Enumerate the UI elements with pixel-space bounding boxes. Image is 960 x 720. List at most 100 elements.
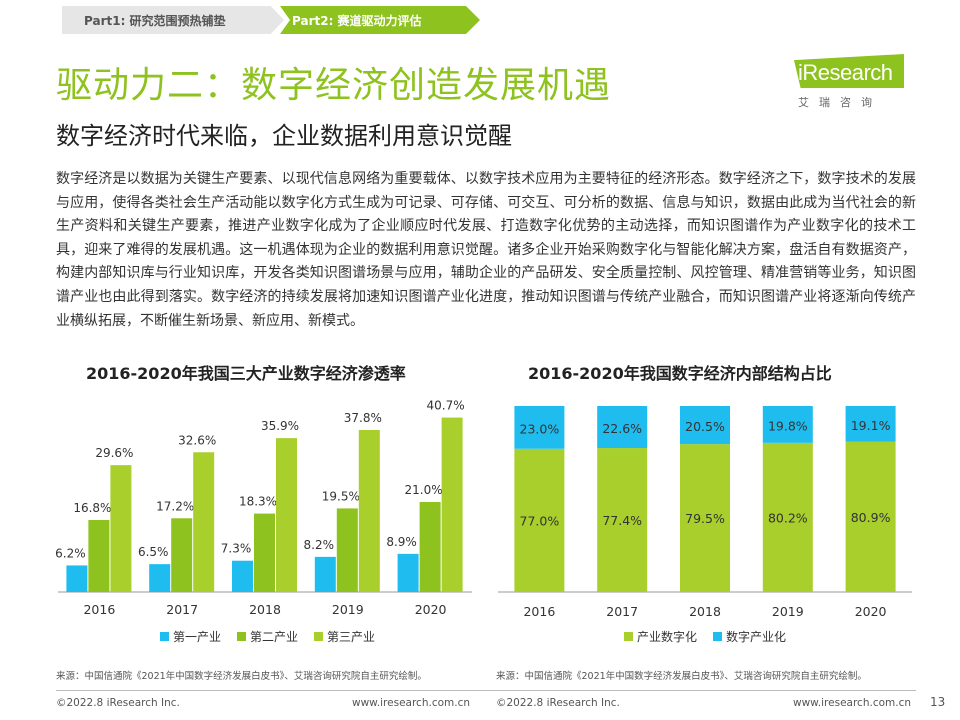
chart2-data-label-2016-0: 77.0% xyxy=(520,513,560,528)
chart1-bar-2018-1 xyxy=(254,513,275,592)
chart1-data-label-2017-2: 32.6% xyxy=(178,433,216,447)
chart2-bar-2020-1 xyxy=(845,406,896,442)
chart2-bar-2019-1 xyxy=(762,406,813,443)
source-note-left: 来源：中国信通院《2021年中国数字经济发展白皮书》、艾瑞咨询研究院自主研究绘制… xyxy=(56,671,427,682)
chart1-bar-2020-0 xyxy=(397,553,419,592)
footer-copyright-left: ©2022.8 iResearch Inc. xyxy=(56,697,180,709)
chart1-data-label-2018-1: 18.3% xyxy=(239,495,277,509)
chart2-legend: 产业数字化 数字产业化 xyxy=(624,628,786,645)
chart1-tick-label-2017: 2017 xyxy=(166,602,198,617)
legend-label-1: 第二产业 xyxy=(250,630,299,644)
page-number: 13 xyxy=(930,695,946,709)
section-tabs: Part1: 研究范围预热铺垫 Part2: 赛道驱动力评估 xyxy=(62,6,482,34)
legend-label-0: 第一产业 xyxy=(173,630,222,644)
chart1-data-label-2019-1: 19.5% xyxy=(322,489,360,503)
chart1-legend: 第一产业 第二产业 第三产业 xyxy=(160,628,375,645)
chart2-structure-share: 77.0% 23.0% 2016 77.4% 22.6% 2017 79.5% 20.5% 20… xyxy=(498,406,912,619)
chart1-data-label-2018-0: 7.3% xyxy=(221,542,252,556)
chart2-tick-label-2017: 2017 xyxy=(606,604,638,619)
source-note-right: 来源：中国信通院《2021年中国数字经济发展白皮书》、艾瑞咨询研究院自主研究绘制… xyxy=(496,671,867,682)
footer-url-left[interactable]: www.iresearch.com.cn xyxy=(352,697,471,709)
legend-swatch-0 xyxy=(160,632,169,641)
chart2-data-label-2017-1: 22.6% xyxy=(602,421,642,436)
chart1-title: 2016-2020年我国三大产业数字经济渗透率 xyxy=(86,364,406,383)
footer: ©2022.8 iResearch Inc. www.iresearch.com… xyxy=(0,690,960,720)
chart2-bar-2019-0 xyxy=(762,442,813,592)
chart1-data-label-2017-0: 6.5% xyxy=(138,545,169,559)
chart2-tick-label-2016: 2016 xyxy=(523,604,555,619)
chart2-bar-2018-1 xyxy=(680,406,730,445)
chart2-data-label-2017-0: 77.4% xyxy=(602,513,642,528)
chart2-tick-label-2020: 2020 xyxy=(855,604,887,619)
chart2-data-label-2020-1: 19.1% xyxy=(851,418,891,433)
chart2-bar-2017-0 xyxy=(597,448,648,592)
legend-swatch-0 xyxy=(624,632,633,641)
chart2-bar-2018-0 xyxy=(680,444,730,592)
chart2-data-label-2019-1: 19.8% xyxy=(768,418,808,433)
chart1-bar-2019-2 xyxy=(358,430,380,592)
legend-swatch-2 xyxy=(314,632,324,641)
chart1-data-label-2018-2: 35.9% xyxy=(261,419,299,433)
chart1-data-label-2016-2: 29.6% xyxy=(95,446,133,460)
chart1-bar-2016-2 xyxy=(110,465,132,592)
legend-swatch-1 xyxy=(713,632,723,641)
legend-swatch-1 xyxy=(237,632,247,641)
chart2-data-label-2018-1: 20.5% xyxy=(685,419,725,434)
chart2-bar-2016-0 xyxy=(514,448,565,592)
chart1-data-label-2020-1: 21.0% xyxy=(405,483,443,497)
legend-label-0: 产业数字化 xyxy=(637,630,698,644)
iresearch-logo: iResearch 艾瑞咨询 xyxy=(790,54,910,114)
chart1-data-label-2020-2: 40.7% xyxy=(427,399,465,413)
chart1-data-label-2019-0: 8.2% xyxy=(304,538,335,552)
chart1-data-label-2020-0: 8.9% xyxy=(386,535,417,549)
chart2-data-label-2016-1: 23.0% xyxy=(520,421,560,436)
chart1-bar-2016-1 xyxy=(88,520,110,592)
chart2-bar-2017-1 xyxy=(597,406,648,449)
chart1-bar-2020-2 xyxy=(441,417,463,592)
chart2-title: 2016-2020年我国数字经济内部结构占比 xyxy=(528,364,832,383)
legend-item-1: 数字产业化 xyxy=(713,628,786,645)
chart1-bar-2018-2 xyxy=(276,438,297,592)
legend-label-1: 数字产业化 xyxy=(726,630,787,644)
logo-name: iResearch xyxy=(798,60,893,85)
legend-item-0: 第一产业 xyxy=(160,628,221,645)
tab-part2[interactable]: Part2: 赛道驱动力评估 xyxy=(280,6,480,34)
body-paragraph: 数字经济是以数据为关键生产要素、以现代信息网络为重要载体、以数字技术应用为主要特… xyxy=(56,171,916,329)
chart1-tick-label-2016: 2016 xyxy=(83,602,115,617)
chart1-tick-label-2020: 2020 xyxy=(415,602,447,617)
chart2-data-label-2019-0: 80.2% xyxy=(768,510,808,525)
chart1-penetration-rate: 6.2% 16.8% 29.6% 2016 6.5% 17.2% 32.6% 2017 7.3%… xyxy=(56,399,472,617)
chart1-bar-2020-1 xyxy=(419,502,441,592)
chart1-data-label-2016-1: 16.8% xyxy=(73,501,111,515)
legend-item-2: 第三产业 xyxy=(314,628,375,645)
chart1-data-label-2017-1: 17.2% xyxy=(156,499,194,513)
chart1-bar-2019-1 xyxy=(336,508,358,592)
chart1-tick-label-2019: 2019 xyxy=(332,602,364,617)
logo-background xyxy=(794,54,904,88)
chart1-tick-label-2018: 2018 xyxy=(249,602,281,617)
logo-subtitle: 艾瑞咨询 xyxy=(798,96,882,109)
chart1-data-label-2016-0: 6.2% xyxy=(56,546,86,560)
chart2-data-label-2018-0: 79.5% xyxy=(685,511,725,526)
chart2-bar-2016-1 xyxy=(514,406,565,449)
footer-url-right[interactable]: www.iresearch.com.cn xyxy=(793,697,912,709)
chart1-bar-2017-1 xyxy=(171,518,193,592)
page-subtitle: 数字经济时代来临，企业数据利用意识觉醒 xyxy=(56,122,512,150)
chart1-bar-2018-0 xyxy=(232,560,253,592)
chart2-tick-label-2018: 2018 xyxy=(689,604,721,619)
chart2-bar-2020-0 xyxy=(845,441,896,592)
tab-part1-label: Part1: 研究范围预热铺垫 xyxy=(84,13,226,28)
chart2-tick-label-2019: 2019 xyxy=(772,604,804,619)
legend-item-0: 产业数字化 xyxy=(624,628,697,645)
chart2-data-label-2020-0: 80.9% xyxy=(851,510,891,525)
chart1-bar-2017-0 xyxy=(149,564,171,592)
tab-part1[interactable]: Part1: 研究范围预热铺垫 xyxy=(62,6,284,34)
footer-divider xyxy=(56,690,916,691)
chart1-bar-2019-0 xyxy=(314,556,336,592)
legend-item-1: 第二产业 xyxy=(237,628,298,645)
page-title: 驱动力二：数字经济创造发展机遇 xyxy=(56,65,612,106)
chart1-bar-2017-2 xyxy=(193,452,215,592)
legend-label-2: 第三产业 xyxy=(327,630,376,644)
footer-copyright-right: ©2022.8 iResearch Inc. xyxy=(496,697,620,709)
chart1-bar-2016-0 xyxy=(66,565,88,592)
